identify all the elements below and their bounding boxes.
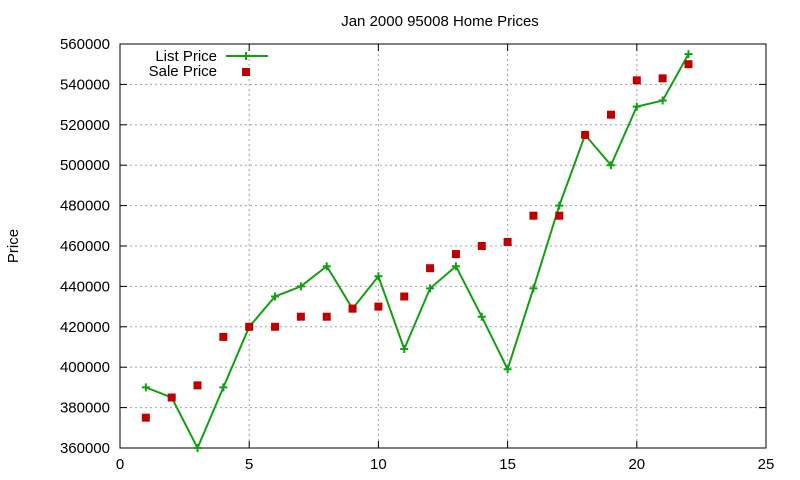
data-point-sale-price [426, 264, 435, 273]
grid-lines [120, 44, 766, 448]
axis-ticks [119, 43, 767, 449]
legend-marker-list-price [242, 52, 250, 60]
data-point-list-price [477, 312, 486, 321]
y-tick-label: 540000 [60, 76, 110, 93]
data-point-sale-price [477, 242, 486, 250]
x-tick-labels: 0 5 10 15 20 25 [116, 456, 775, 473]
x-tick-label: 10 [370, 456, 387, 473]
data-point-list-price [219, 383, 228, 392]
data-point-sale-price [529, 211, 538, 220]
data-point-sale-price [219, 332, 228, 341]
x-tick-label: 0 [116, 456, 124, 473]
data-point-list-price [684, 50, 693, 59]
data-point-sale-price [503, 237, 512, 246]
data-point-sale-price [400, 292, 409, 301]
y-tick-label: 480000 [60, 198, 110, 215]
data-point-sale-price [322, 312, 331, 321]
x-tick-label: 15 [499, 456, 516, 473]
x-tick-label: 5 [245, 456, 253, 473]
data-point-sale-price [581, 130, 590, 139]
legend-label-list-price: List Price [155, 48, 217, 65]
series-line-list-price [145, 53, 690, 451]
data-point-sale-price [374, 302, 383, 311]
x-tick-label: 25 [758, 456, 775, 473]
data-point-list-price [141, 383, 150, 392]
y-tick-label: 380000 [60, 400, 110, 417]
y-axis-label: Price [5, 229, 22, 263]
data-point-sale-price [141, 413, 150, 422]
data-point-list-price [606, 161, 615, 170]
y-tick-labels: 360000 380000 400000 420000 440000 460000 4800… [60, 36, 110, 457]
data-point-sale-price [348, 304, 357, 313]
y-tick-label: 520000 [60, 117, 110, 134]
data-point-sale-price [451, 250, 460, 259]
data-point-list-price [322, 262, 331, 271]
series-sale-price [141, 60, 693, 422]
data-point-list-price [374, 272, 383, 281]
x-tick-label: 20 [628, 456, 645, 473]
y-tick-label: 360000 [60, 440, 110, 457]
y-tick-label: 500000 [60, 157, 110, 174]
data-point-list-price [632, 102, 641, 111]
legend-label-sale-price: Sale Price [149, 63, 217, 80]
data-point-sale-price [658, 74, 667, 83]
data-point-list-price [503, 365, 512, 374]
data-point-sale-price [245, 322, 254, 331]
data-point-sale-price [606, 110, 615, 119]
data-point-list-price [426, 284, 435, 293]
data-point-list-price [451, 262, 460, 271]
y-tick-label: 440000 [60, 278, 110, 295]
data-point-sale-price [632, 76, 641, 85]
chart-title: Jan 2000 95008 Home Prices [341, 13, 539, 30]
data-point-list-price [400, 345, 409, 354]
data-point-sale-price [271, 322, 280, 331]
data-point-sale-price [193, 381, 202, 390]
legend: List Price Sale Price [149, 48, 268, 80]
data-point-sale-price [684, 60, 693, 69]
y-tick-label: 560000 [60, 36, 110, 53]
data-point-sale-price [296, 312, 305, 321]
data-point-sale-price [555, 211, 564, 220]
data-point-sale-price [167, 393, 176, 402]
data-point-list-price [658, 96, 667, 105]
y-tick-label: 460000 [60, 238, 110, 255]
data-point-list-price [555, 201, 564, 210]
y-tick-label: 400000 [60, 359, 110, 376]
data-point-list-price [296, 282, 305, 291]
y-tick-label: 420000 [60, 319, 110, 336]
data-point-list-price [271, 292, 280, 301]
series-list-price [141, 50, 693, 452]
data-point-list-price [193, 444, 202, 452]
legend-marker-sale-price [242, 68, 250, 76]
data-point-list-price [529, 284, 538, 293]
series-layer [141, 50, 693, 452]
